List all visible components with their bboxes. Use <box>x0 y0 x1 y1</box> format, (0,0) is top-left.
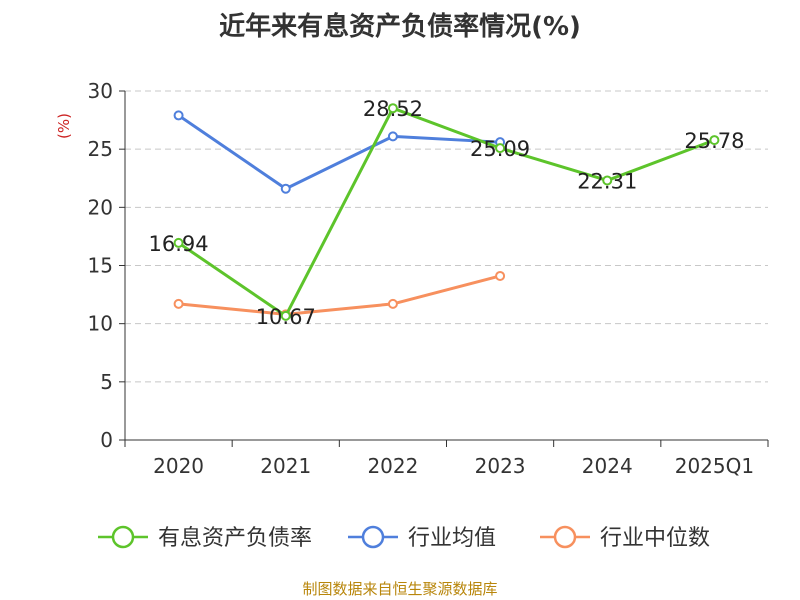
y-tick-label: 20 <box>88 195 113 219</box>
legend-label: 行业均值 <box>408 526 496 551</box>
y-tick-label: 5 <box>100 370 113 394</box>
x-tick-label: 2024 <box>582 454 633 478</box>
series-line-3 <box>178 274 501 316</box>
data-point <box>602 175 613 186</box>
chart-title: 近年来有息资产负债率情况(%) <box>219 12 581 42</box>
legend-label: 有息资产负债率 <box>158 526 312 551</box>
data-point <box>387 131 398 142</box>
legend-marker <box>361 525 385 549</box>
data-point <box>495 270 506 281</box>
legend-label: 行业中位数 <box>600 526 710 551</box>
x-tick-label: 2023 <box>475 454 526 478</box>
data-label: 25.09 <box>470 137 530 161</box>
y-axis-label: (%) <box>55 113 73 139</box>
y-tick-label: 15 <box>88 254 113 278</box>
series-line-2 <box>177 114 501 191</box>
data-point <box>387 298 398 309</box>
data-point <box>173 110 184 121</box>
y-tick-label: 0 <box>100 428 113 452</box>
legend-marker <box>553 525 577 549</box>
data-point <box>709 135 720 146</box>
data-label: 28.52 <box>363 97 423 121</box>
data-point <box>495 143 506 154</box>
legend-marker <box>111 525 135 549</box>
x-tick-label: 2021 <box>260 454 311 478</box>
data-point <box>280 310 291 321</box>
data-label: 22.31 <box>577 169 637 193</box>
data-label: 16.94 <box>149 232 209 256</box>
data-point <box>173 298 184 309</box>
series-line-1 <box>177 106 715 318</box>
x-tick-label: 2020 <box>153 454 204 478</box>
x-tick-label: 2025Q1 <box>675 454 754 478</box>
y-tick-label: 30 <box>88 79 113 103</box>
data-point <box>387 103 398 114</box>
y-tick-label: 25 <box>88 137 113 161</box>
source-note: 制图数据来自恒生聚源数据库 <box>302 580 498 598</box>
data-point <box>173 237 184 248</box>
data-label: 25.78 <box>684 129 744 153</box>
data-point <box>280 183 291 194</box>
y-tick-label: 10 <box>88 312 113 336</box>
x-tick-label: 2022 <box>367 454 418 478</box>
data-label: 10.67 <box>256 305 316 329</box>
